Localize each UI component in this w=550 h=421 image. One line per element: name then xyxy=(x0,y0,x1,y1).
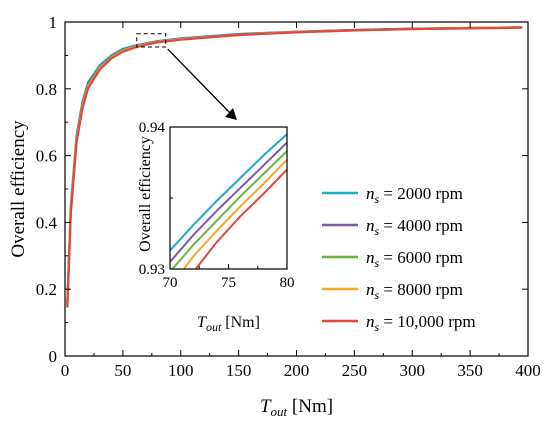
x-tick-label: 150 xyxy=(226,361,252,380)
legend-equals: = xyxy=(379,280,397,299)
legend-subscript: s xyxy=(375,256,380,270)
inset-plot: 70 75 80 0.93 0.94 Tout [Nm] Overall efficienc… xyxy=(137,48,295,334)
inset-series-line-2 xyxy=(170,141,287,263)
inset-x-tick-label: 80 xyxy=(280,275,295,291)
legend-equals: = xyxy=(379,184,397,203)
legend-subscript: s xyxy=(375,288,380,302)
y-tick-label: 0.6 xyxy=(36,147,57,166)
inset-series-line-3 xyxy=(171,150,287,269)
y-tick-label: 0.2 xyxy=(36,280,57,299)
inset-x-axis-unit: [Nm] xyxy=(221,314,260,331)
legend-series-name: 10,000 rpm xyxy=(397,312,475,331)
y-tick-label: 0 xyxy=(49,347,58,366)
legend-symbol: n xyxy=(366,248,375,267)
y-axis-title: Overall efficiency xyxy=(8,120,29,258)
inset-x-tick-label: 75 xyxy=(221,275,236,291)
legend-series-name: 4000 rpm xyxy=(397,216,463,235)
x-tick-label: 200 xyxy=(284,361,310,380)
inset-background xyxy=(170,127,287,269)
inset-y-tick-label: 0.94 xyxy=(139,120,166,136)
x-tick-label: 50 xyxy=(114,361,131,380)
legend-symbol: n xyxy=(366,312,375,331)
legend-equals: = xyxy=(379,312,397,331)
inset-series-line-1 xyxy=(170,133,287,252)
inset-y-tick-label: 0.93 xyxy=(139,262,165,278)
inset-series-line-5 xyxy=(194,168,287,269)
zoom-arrow-line xyxy=(167,48,233,116)
legend-subscript: s xyxy=(375,320,380,334)
legend-equals: = xyxy=(379,216,397,235)
inset-y-axis-title: Overall efficiency xyxy=(137,136,154,252)
legend-series-name: 2000 rpm xyxy=(397,184,463,203)
inset-x-axis-symbol: T xyxy=(197,314,207,331)
zoom-arrow-head xyxy=(225,108,237,120)
legend-symbol: n xyxy=(366,184,375,203)
x-tick-label: 250 xyxy=(342,361,368,380)
legend-symbol: n xyxy=(366,216,375,235)
x-axis-subscript: out xyxy=(271,404,288,419)
inset-x-axis-title: Tout [Nm] xyxy=(197,314,260,334)
y-tick-label: 0.4 xyxy=(36,213,58,232)
x-tick-label: 100 xyxy=(168,361,194,380)
legend-label-4: ns = 8000 rpm xyxy=(366,280,463,302)
x-axis-unit: [Nm] xyxy=(287,396,333,417)
legend-symbol: n xyxy=(366,280,375,299)
inset-x-tick-label: 70 xyxy=(163,275,178,291)
x-axis-symbol: T xyxy=(260,396,272,417)
legend-equals: = xyxy=(379,248,397,267)
legend-subscript: s xyxy=(375,224,380,238)
legend-series-name: 6000 rpm xyxy=(397,248,463,267)
series-line-5 xyxy=(66,26,523,308)
y-tick-label: 1 xyxy=(49,13,58,32)
x-tick-label: 350 xyxy=(457,361,483,380)
y-tick-label: 0.8 xyxy=(36,80,57,99)
x-axis-title: Tout [Nm] xyxy=(260,396,333,419)
legend-subscript: s xyxy=(375,192,380,206)
legend-series-name: 8000 rpm xyxy=(397,280,463,299)
x-tick-label: 0 xyxy=(61,361,70,380)
main-plot: 0 50 100 150 200 250 300 350 400 0 0.2 0.4 0.6 0.8 1 To… xyxy=(8,13,541,419)
x-tick-label: 400 xyxy=(515,361,541,380)
inset-series-line-4 xyxy=(183,158,287,269)
legend-label-2: ns = 4000 rpm xyxy=(366,216,463,238)
inset-x-axis-subscript: out xyxy=(206,320,222,334)
x-tick-label: 300 xyxy=(400,361,426,380)
inset-series xyxy=(170,133,287,269)
legend-label-5: ns = 10,000 rpm xyxy=(366,312,476,334)
legend-label-1: ns = 2000 rpm xyxy=(366,184,463,206)
legend-label-3: ns = 6000 rpm xyxy=(366,248,463,270)
zoom-region-box xyxy=(136,33,167,48)
